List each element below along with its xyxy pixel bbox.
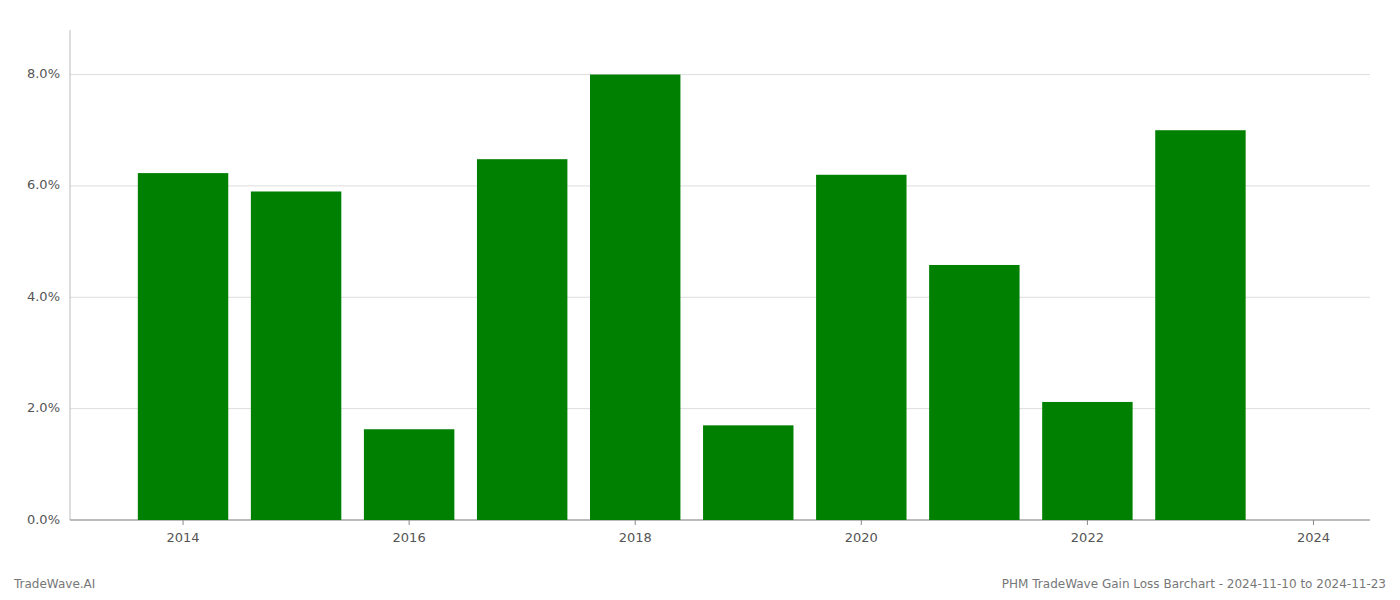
bar [816, 175, 906, 520]
x-tick [861, 520, 862, 525]
y-tick-label: 2.0% [27, 400, 60, 415]
x-tick-label: 2020 [845, 530, 878, 545]
y-tick-label: 0.0% [27, 512, 60, 527]
bar [703, 425, 793, 520]
x-tick [183, 520, 184, 525]
bar [1042, 402, 1132, 520]
y-tick-label: 8.0% [27, 66, 60, 81]
x-tick-label: 2016 [393, 530, 426, 545]
bar [364, 429, 454, 520]
annotations: TradeWave.AI PHM TradeWave Gain Loss Barc… [13, 577, 1386, 591]
x-tick [409, 520, 410, 525]
axes: 0.0% 2.0% 4.0% 6.0% 8.0% 2014 2016 2018 2020 2022… [27, 30, 1370, 545]
x-tick [635, 520, 636, 525]
bar [590, 75, 680, 520]
x-tick-label: 2022 [1071, 530, 1104, 545]
chart-svg: 0.0% 2.0% 4.0% 6.0% 8.0% 2014 2016 2018 2020 2022… [0, 0, 1400, 600]
bar [251, 191, 341, 520]
grid [70, 75, 1370, 520]
bars [138, 75, 1246, 520]
bar [138, 173, 228, 520]
chart-container: 0.0% 2.0% 4.0% 6.0% 8.0% 2014 2016 2018 2020 2022… [0, 0, 1400, 600]
x-tick-label: 2024 [1297, 530, 1330, 545]
bar [1155, 130, 1245, 520]
watermark: TradeWave.AI [13, 577, 95, 591]
x-tick-label: 2014 [166, 530, 199, 545]
y-tick-label: 4.0% [27, 289, 60, 304]
x-tick [1313, 520, 1314, 525]
bar [929, 265, 1019, 520]
watermark: PHM TradeWave Gain Loss Barchart - 2024-… [1002, 577, 1386, 591]
x-tick-label: 2018 [619, 530, 652, 545]
x-tick [1087, 520, 1088, 525]
y-tick-label: 6.0% [27, 177, 60, 192]
y-axis-line [70, 30, 71, 520]
grid-line [70, 74, 1370, 75]
bar [477, 159, 567, 520]
